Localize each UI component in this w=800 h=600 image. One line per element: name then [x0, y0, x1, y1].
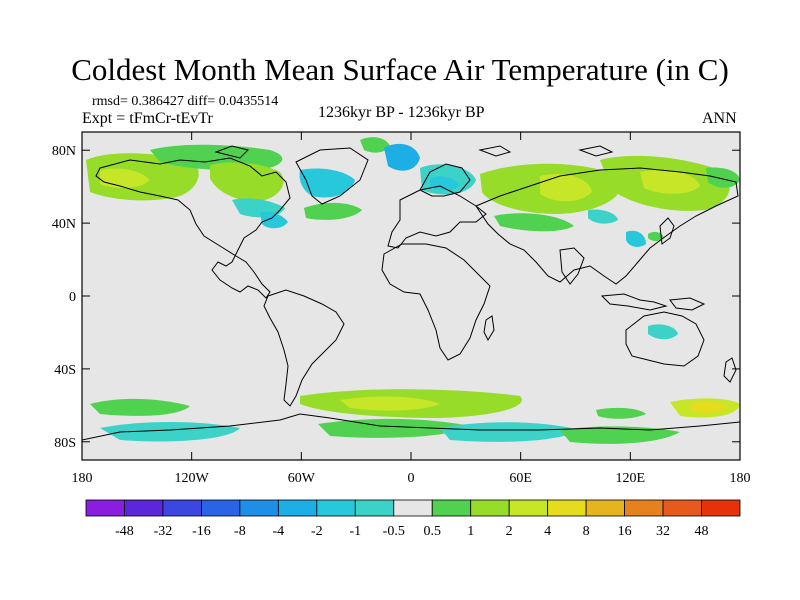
period-label: 1236kyr BP - 1236kyr BP [318, 104, 485, 121]
anomaly-patch [299, 168, 355, 198]
colorbar-swatch [431, 499, 472, 517]
anomaly-patch [560, 426, 680, 444]
colorbar-label: -4 [273, 524, 285, 539]
x-tick-label: 120E [616, 471, 646, 486]
anomaly-patch [440, 422, 580, 442]
colorbar-swatch [508, 499, 549, 517]
coastline-europe [387, 185, 487, 249]
anomaly-patch [588, 209, 618, 224]
colorbar-swatch [85, 499, 125, 517]
colorbar-swatch [470, 499, 510, 517]
colorbar-label: 8 [583, 524, 590, 539]
anomaly-patch [648, 231, 664, 241]
colorbar-swatch [124, 499, 164, 517]
colorbar-swatch [624, 499, 664, 517]
coastline-antarctica [82, 413, 740, 441]
anomaly-patch [540, 173, 592, 202]
anomaly-patch [690, 401, 728, 413]
colorbar-swatch [662, 499, 702, 517]
colorbar-swatch [316, 499, 356, 517]
coastline-indonesia [600, 293, 668, 311]
colorbar-swatch [162, 499, 202, 517]
anomaly-patch [304, 202, 362, 220]
x-tick-label: 120W [175, 471, 210, 486]
colorbar-label: -2 [311, 524, 323, 539]
coastline-australia [625, 311, 705, 367]
colorbar-label: 48 [695, 524, 709, 539]
anomaly-patch [210, 162, 284, 202]
colorbar: -48 -32 -16 -8 -4 -2 -1 -0.5 0.5 1 2 4 8 16 32 48 [85, 499, 741, 539]
x-tick-label: 180 [730, 471, 751, 486]
x-tick-label: 180 [72, 471, 93, 486]
colorbar-swatch [701, 499, 741, 517]
colorbar-swatch [201, 499, 241, 517]
coastline-new-zealand [723, 357, 737, 383]
y-tick-label: 0 [69, 290, 76, 305]
colorbar-label: 16 [618, 524, 632, 539]
coastline-greenland [295, 147, 369, 205]
stats-line: rmsd= 0.386427 diff= 0.0435514 [92, 94, 278, 110]
x-tick-label: 0 [408, 471, 415, 486]
y-tick-label: 40S [54, 363, 76, 378]
colorbar-label: 4 [544, 524, 551, 539]
colorbar-swatch [277, 499, 318, 517]
colorbar-swatch [239, 499, 279, 517]
y-tick-label: 40N [52, 217, 76, 232]
anomaly-patch [100, 168, 150, 189]
anomaly-patch [90, 398, 190, 416]
coastline-japan [659, 217, 675, 245]
y-tick-label: 80S [54, 436, 76, 451]
anomaly-fields [86, 137, 740, 444]
coastline-north-america [95, 157, 291, 299]
plot-title: Coldest Month Mean Surface Air Temperatu… [71, 52, 729, 87]
coastline-arctic-islands [214, 145, 614, 159]
colorbar-label: 0.5 [423, 524, 441, 539]
colorbar-swatch [393, 499, 433, 517]
coastline-scandinavia [419, 163, 471, 197]
coastline-asia [475, 167, 739, 285]
experiment-label: Expt = tFmCr-tEvTr [82, 110, 213, 127]
colorbar-swatch [547, 499, 587, 517]
colorbar-label: -48 [115, 524, 134, 539]
anomaly-patch [384, 143, 420, 171]
anomaly-patch [340, 396, 440, 411]
coastline-africa [381, 243, 491, 361]
colorbar-label: -16 [192, 524, 211, 539]
colorbar-swatch [585, 499, 625, 517]
anomaly-patch [626, 230, 646, 247]
colorbar-label: -0.5 [383, 524, 405, 539]
coastline-india [559, 247, 585, 285]
x-tick-label: 60W [288, 471, 316, 486]
colorbar-label: -1 [349, 524, 361, 539]
colorbar-swatch [354, 499, 395, 517]
anomaly-patch [100, 422, 240, 442]
season-label: ANN [702, 110, 737, 127]
x-tick-label: 60E [509, 471, 532, 486]
colorbar-label: 2 [506, 524, 513, 539]
coastline-new-guinea [669, 297, 706, 311]
anomaly-patch [318, 418, 470, 438]
anomaly-patch [360, 137, 390, 153]
rmsd-value: rmsd= 0.386427 [92, 94, 184, 109]
anomaly-patch [640, 169, 700, 194]
y-axis: 80N 40N 0 40S 80S [52, 144, 740, 451]
anomaly-patch [648, 324, 678, 340]
coastline-madagascar [483, 315, 495, 342]
colorbar-label: 32 [656, 524, 670, 539]
anomaly-patch [260, 211, 288, 229]
diff-value: diff= 0.0435514 [187, 94, 279, 109]
x-axis: 180 120W 60W 0 60E 120E 180 [72, 132, 751, 486]
anomaly-patch [494, 213, 574, 232]
coastline-south-america [263, 289, 345, 407]
colorbar-label: -8 [234, 524, 246, 539]
coastlines [82, 145, 740, 441]
anomaly-patch [596, 407, 646, 419]
colorbar-label: -32 [154, 524, 173, 539]
map-canvas [82, 132, 740, 460]
colorbar-label: 1 [467, 524, 474, 539]
y-tick-label: 80N [52, 144, 76, 159]
anomaly-patch [706, 167, 740, 188]
